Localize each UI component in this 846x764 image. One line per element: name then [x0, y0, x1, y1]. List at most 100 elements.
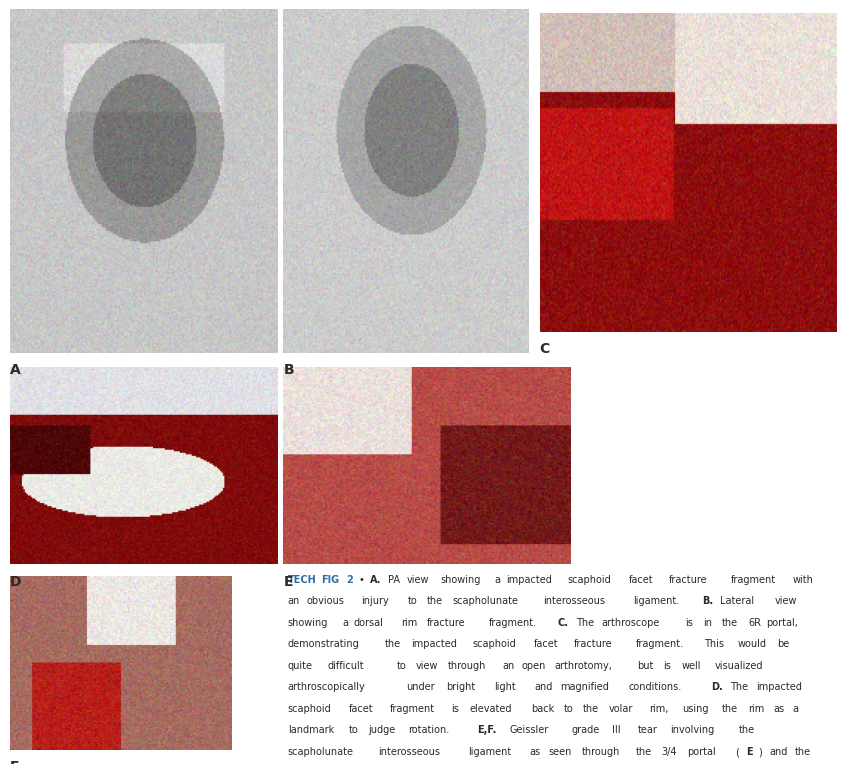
- Text: C: C: [540, 342, 550, 356]
- Text: judge: judge: [368, 726, 395, 736]
- Text: The: The: [730, 682, 749, 692]
- Text: obvious: obvious: [306, 597, 344, 607]
- Text: (: (: [734, 747, 739, 757]
- Text: to: to: [564, 704, 574, 714]
- Text: interosseous: interosseous: [378, 747, 440, 757]
- Text: D.: D.: [711, 682, 723, 692]
- Text: Geissler: Geissler: [510, 726, 549, 736]
- Text: but: but: [637, 661, 654, 671]
- Text: scapholunate: scapholunate: [453, 597, 519, 607]
- Text: fragment.: fragment.: [635, 639, 684, 649]
- Text: E: E: [746, 747, 753, 757]
- Text: bright: bright: [447, 682, 475, 692]
- Text: elevated: elevated: [470, 704, 512, 714]
- Text: through: through: [448, 661, 486, 671]
- Text: the: the: [722, 618, 739, 628]
- Text: open: open: [521, 661, 546, 671]
- Text: fragment: fragment: [389, 704, 435, 714]
- Text: arthroscope: arthroscope: [602, 618, 660, 628]
- Text: a: a: [494, 575, 500, 584]
- Text: 2: 2: [347, 575, 354, 584]
- Text: using: using: [682, 704, 708, 714]
- Text: and: and: [534, 682, 552, 692]
- Text: view: view: [775, 597, 797, 607]
- Text: injury: injury: [360, 597, 388, 607]
- Text: The: The: [576, 618, 594, 628]
- Text: to: to: [397, 661, 406, 671]
- Text: tear: tear: [637, 726, 657, 736]
- Text: is: is: [663, 661, 671, 671]
- Text: conditions.: conditions.: [629, 682, 682, 692]
- Text: A.: A.: [370, 575, 381, 584]
- Text: with: with: [793, 575, 813, 584]
- Text: ligament.: ligament.: [633, 597, 679, 607]
- Text: an: an: [288, 597, 299, 607]
- Text: as: as: [530, 747, 541, 757]
- Text: grade: grade: [571, 726, 600, 736]
- Text: and: and: [769, 747, 788, 757]
- Text: in: in: [703, 618, 712, 628]
- Text: fracture: fracture: [574, 639, 613, 649]
- Text: B.: B.: [701, 597, 713, 607]
- Text: view: view: [415, 661, 437, 671]
- Text: E: E: [283, 575, 293, 588]
- Text: be: be: [777, 639, 790, 649]
- Text: showing: showing: [440, 575, 481, 584]
- Text: through: through: [581, 747, 619, 757]
- Text: the: the: [722, 704, 739, 714]
- Text: fragment.: fragment.: [488, 618, 536, 628]
- Text: seen: seen: [548, 747, 572, 757]
- Text: the: the: [426, 597, 443, 607]
- Text: volar: volar: [609, 704, 633, 714]
- Text: fragment: fragment: [731, 575, 776, 584]
- Text: is: is: [684, 618, 693, 628]
- Text: Lateral: Lateral: [721, 597, 755, 607]
- Text: impacted: impacted: [411, 639, 457, 649]
- Text: the: the: [583, 704, 599, 714]
- Text: dorsal: dorsal: [354, 618, 383, 628]
- Text: scaphoid: scaphoid: [472, 639, 516, 649]
- Text: B: B: [283, 363, 294, 377]
- Text: interosseous: interosseous: [543, 597, 605, 607]
- Text: rim: rim: [748, 704, 764, 714]
- Text: arthroscopically: arthroscopically: [288, 682, 365, 692]
- Text: a: a: [342, 618, 348, 628]
- Text: impacted: impacted: [756, 682, 802, 692]
- Text: view: view: [407, 575, 430, 584]
- Text: fracture: fracture: [426, 618, 465, 628]
- Text: difficult: difficult: [327, 661, 365, 671]
- Text: as: as: [774, 704, 785, 714]
- Text: quite: quite: [288, 661, 313, 671]
- Text: scapholunate: scapholunate: [288, 747, 354, 757]
- Text: portal,: portal,: [766, 618, 799, 628]
- Text: ): ): [758, 747, 761, 757]
- Text: the: the: [795, 747, 811, 757]
- Text: the: the: [635, 747, 652, 757]
- Text: 6R: 6R: [748, 618, 761, 628]
- Text: TECH: TECH: [288, 575, 316, 584]
- Text: FIG: FIG: [321, 575, 338, 584]
- Text: landmark: landmark: [288, 726, 334, 736]
- Text: fracture: fracture: [669, 575, 708, 584]
- Text: to: to: [408, 597, 418, 607]
- Text: would: would: [738, 639, 766, 649]
- Text: rim: rim: [401, 618, 417, 628]
- Text: A: A: [10, 363, 21, 377]
- Text: 3/4: 3/4: [662, 747, 677, 757]
- Text: D: D: [10, 575, 22, 588]
- Text: scaphoid: scaphoid: [568, 575, 612, 584]
- Text: the: the: [739, 726, 755, 736]
- Text: facet: facet: [534, 639, 558, 649]
- Text: showing: showing: [288, 618, 328, 628]
- Text: facet: facet: [629, 575, 654, 584]
- Text: PA: PA: [388, 575, 400, 584]
- Text: E,F.: E,F.: [477, 726, 497, 736]
- Text: light: light: [494, 682, 515, 692]
- Text: an: an: [503, 661, 515, 671]
- Text: rotation.: rotation.: [408, 726, 449, 736]
- Text: to: to: [349, 726, 359, 736]
- Text: the: the: [385, 639, 401, 649]
- Text: visualized: visualized: [715, 661, 763, 671]
- Text: well: well: [682, 661, 701, 671]
- Text: impacted: impacted: [506, 575, 552, 584]
